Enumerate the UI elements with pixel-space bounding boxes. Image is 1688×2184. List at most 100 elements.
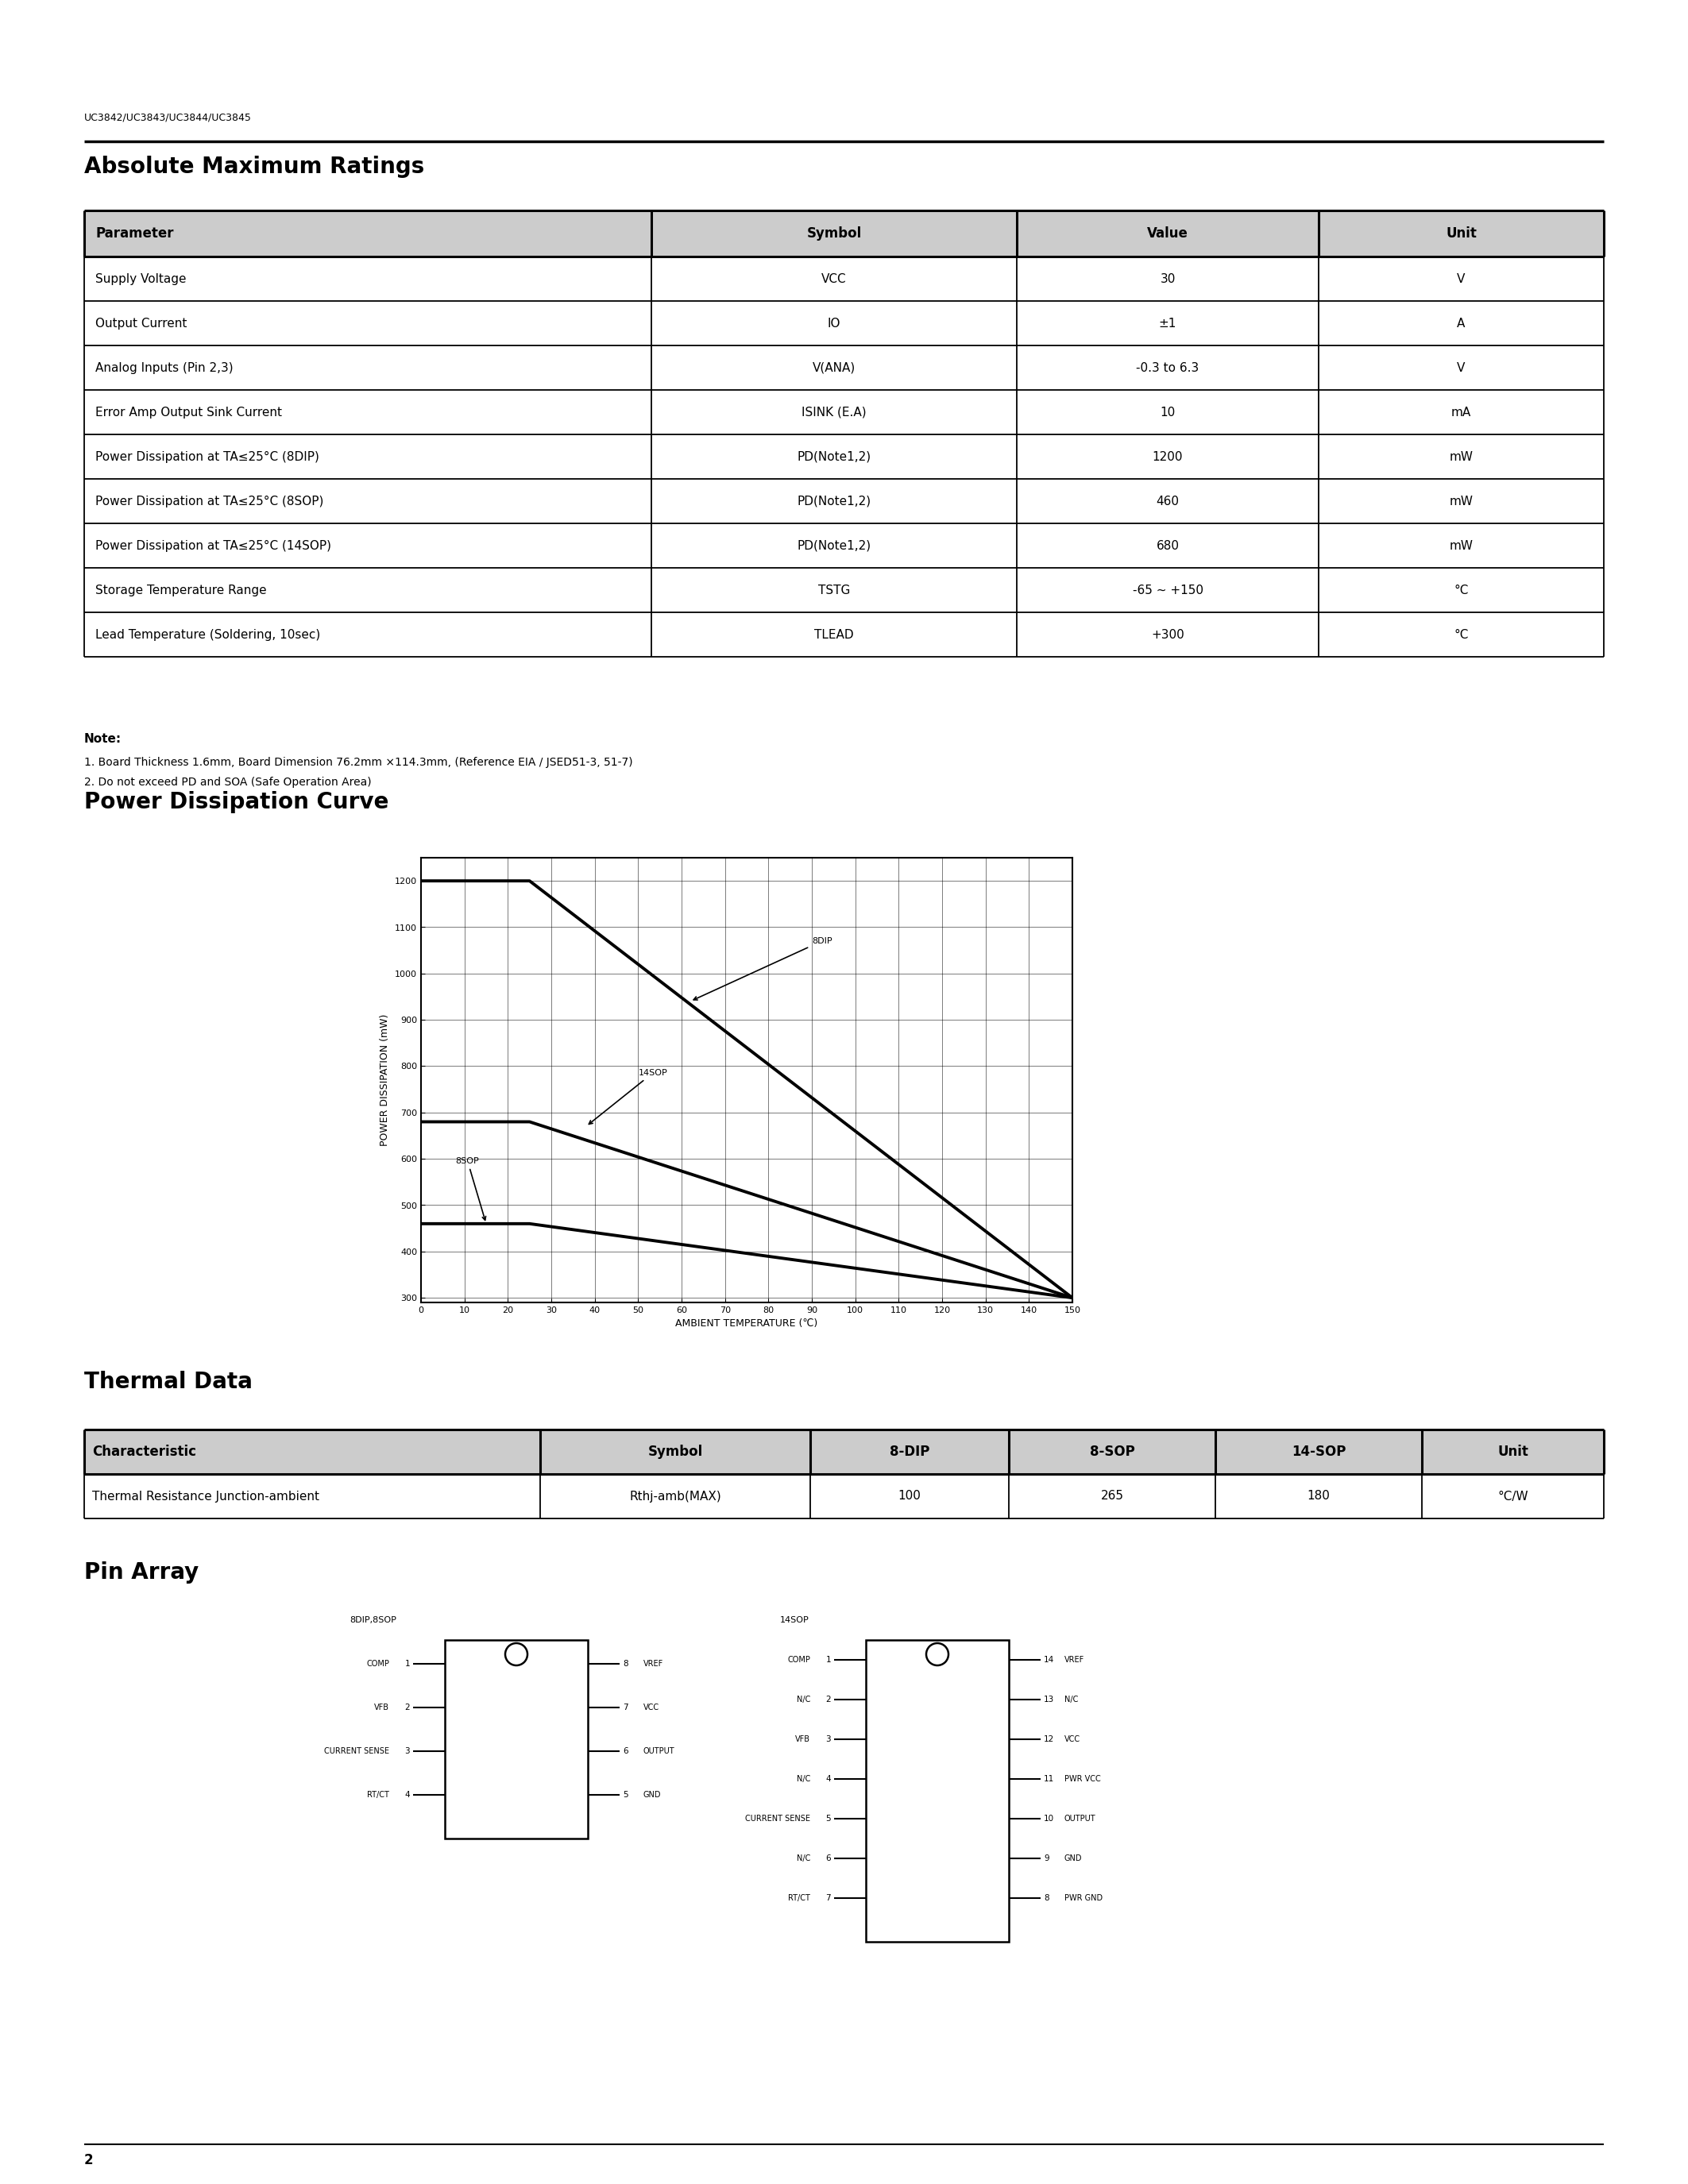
Bar xyxy=(866,1640,1009,1942)
Text: GND: GND xyxy=(1065,1854,1082,1863)
Text: 14SOP: 14SOP xyxy=(780,1616,809,1625)
Text: 8SOP: 8SOP xyxy=(456,1158,486,1221)
Text: 6: 6 xyxy=(825,1854,830,1863)
Text: Power Dissipation Curve: Power Dissipation Curve xyxy=(84,791,388,812)
Text: VREF: VREF xyxy=(1065,1655,1084,1664)
Text: mW: mW xyxy=(1450,539,1474,553)
Text: 4: 4 xyxy=(405,1791,410,1800)
Text: 2: 2 xyxy=(825,1695,830,1704)
Text: OUTPUT: OUTPUT xyxy=(643,1747,675,1756)
Text: 1. Board Thickness 1.6mm, Board Dimension 76.2mm ×114.3mm, (Reference EIA / JSED: 1. Board Thickness 1.6mm, Board Dimensio… xyxy=(84,758,633,769)
Text: VFB: VFB xyxy=(375,1704,390,1712)
Text: Characteristic: Characteristic xyxy=(93,1444,196,1459)
Text: Power Dissipation at TA≤25°C (8SOP): Power Dissipation at TA≤25°C (8SOP) xyxy=(95,496,324,507)
Text: IO: IO xyxy=(827,317,841,330)
Bar xyxy=(446,1640,587,1839)
Text: Pin Array: Pin Array xyxy=(84,1562,199,1583)
Text: 4: 4 xyxy=(825,1776,830,1782)
Text: Absolute Maximum Ratings: Absolute Maximum Ratings xyxy=(84,155,424,177)
Text: -0.3 to 6.3: -0.3 to 6.3 xyxy=(1136,363,1198,373)
Text: VFB: VFB xyxy=(795,1736,810,1743)
Text: RT/CT: RT/CT xyxy=(788,1894,810,1902)
Text: Thermal Data: Thermal Data xyxy=(84,1372,253,1393)
Text: mA: mA xyxy=(1452,406,1472,417)
Text: Power Dissipation at TA≤25°C (14SOP): Power Dissipation at TA≤25°C (14SOP) xyxy=(95,539,331,553)
Text: GND: GND xyxy=(643,1791,662,1800)
Text: COMP: COMP xyxy=(366,1660,390,1669)
Text: VCC: VCC xyxy=(822,273,847,284)
Text: °C: °C xyxy=(1453,583,1469,596)
Text: N/C: N/C xyxy=(797,1695,810,1704)
Text: Error Amp Output Sink Current: Error Amp Output Sink Current xyxy=(95,406,282,417)
Text: PD(Note1,2): PD(Note1,2) xyxy=(797,539,871,553)
Text: 3: 3 xyxy=(405,1747,410,1756)
Text: Symbol: Symbol xyxy=(807,227,861,240)
Text: 8-SOP: 8-SOP xyxy=(1089,1444,1134,1459)
Text: 8-DIP: 8-DIP xyxy=(890,1444,930,1459)
Text: RT/CT: RT/CT xyxy=(366,1791,390,1800)
Y-axis label: POWER DISSIPATION (mW): POWER DISSIPATION (mW) xyxy=(380,1013,390,1147)
Text: 10: 10 xyxy=(1043,1815,1055,1824)
Text: °C/W: °C/W xyxy=(1497,1489,1528,1503)
Text: 680: 680 xyxy=(1156,539,1180,553)
Text: Unit: Unit xyxy=(1497,1444,1528,1459)
Text: 3: 3 xyxy=(825,1736,830,1743)
Text: 7: 7 xyxy=(825,1894,830,1902)
Text: CURRENT SENSE: CURRENT SENSE xyxy=(324,1747,390,1756)
Text: 180: 180 xyxy=(1307,1489,1330,1503)
Bar xyxy=(84,1431,1604,1474)
Text: PD(Note1,2): PD(Note1,2) xyxy=(797,450,871,463)
Text: Value: Value xyxy=(1148,227,1188,240)
Text: °C: °C xyxy=(1453,629,1469,640)
Text: Supply Voltage: Supply Voltage xyxy=(95,273,186,284)
Text: 1200: 1200 xyxy=(1153,450,1183,463)
Text: 5: 5 xyxy=(623,1791,628,1800)
Text: V: V xyxy=(1457,363,1465,373)
Text: 14-SOP: 14-SOP xyxy=(1291,1444,1345,1459)
Text: 1: 1 xyxy=(825,1655,830,1664)
Text: -65 ~ +150: -65 ~ +150 xyxy=(1133,583,1204,596)
Text: 100: 100 xyxy=(898,1489,922,1503)
Text: COMP: COMP xyxy=(787,1655,810,1664)
Text: VCC: VCC xyxy=(1065,1736,1080,1743)
Text: CURRENT SENSE: CURRENT SENSE xyxy=(744,1815,810,1824)
Text: Parameter: Parameter xyxy=(95,227,174,240)
Text: 6: 6 xyxy=(623,1747,628,1756)
Text: Thermal Resistance Junction-ambient: Thermal Resistance Junction-ambient xyxy=(93,1489,319,1503)
Text: ±1: ±1 xyxy=(1158,317,1177,330)
Text: TLEAD: TLEAD xyxy=(814,629,854,640)
Text: 30: 30 xyxy=(1160,273,1175,284)
Text: mW: mW xyxy=(1450,450,1474,463)
Text: 8DIP: 8DIP xyxy=(694,937,832,1000)
X-axis label: AMBIENT TEMPERATURE (℃): AMBIENT TEMPERATURE (℃) xyxy=(675,1319,819,1330)
Text: +300: +300 xyxy=(1151,629,1185,640)
Text: 11: 11 xyxy=(1043,1776,1055,1782)
Text: 2: 2 xyxy=(84,2153,93,2167)
Text: Symbol: Symbol xyxy=(648,1444,702,1459)
Text: Unit: Unit xyxy=(1445,227,1477,240)
Text: PWR VCC: PWR VCC xyxy=(1065,1776,1101,1782)
Text: UC3842/UC3843/UC3844/UC3845: UC3842/UC3843/UC3844/UC3845 xyxy=(84,111,252,122)
Text: V(ANA): V(ANA) xyxy=(812,363,856,373)
Text: 8: 8 xyxy=(1043,1894,1048,1902)
Text: 8: 8 xyxy=(623,1660,628,1669)
Text: 10: 10 xyxy=(1160,406,1175,417)
Text: 12: 12 xyxy=(1043,1736,1055,1743)
Bar xyxy=(84,210,1604,256)
Text: 7: 7 xyxy=(623,1704,628,1712)
Text: 265: 265 xyxy=(1101,1489,1124,1503)
Text: Storage Temperature Range: Storage Temperature Range xyxy=(95,583,267,596)
Text: A: A xyxy=(1457,317,1465,330)
Text: VREF: VREF xyxy=(643,1660,663,1669)
Text: PD(Note1,2): PD(Note1,2) xyxy=(797,496,871,507)
Text: mW: mW xyxy=(1450,496,1474,507)
Text: Lead Temperature (Soldering, 10sec): Lead Temperature (Soldering, 10sec) xyxy=(95,629,321,640)
Text: 2: 2 xyxy=(405,1704,410,1712)
Text: V: V xyxy=(1457,273,1465,284)
Text: Output Current: Output Current xyxy=(95,317,187,330)
Text: TSTG: TSTG xyxy=(819,583,851,596)
Text: VCC: VCC xyxy=(643,1704,660,1712)
Text: 14: 14 xyxy=(1043,1655,1055,1664)
Text: Rthj-amb(MAX): Rthj-amb(MAX) xyxy=(630,1489,721,1503)
Text: OUTPUT: OUTPUT xyxy=(1065,1815,1096,1824)
